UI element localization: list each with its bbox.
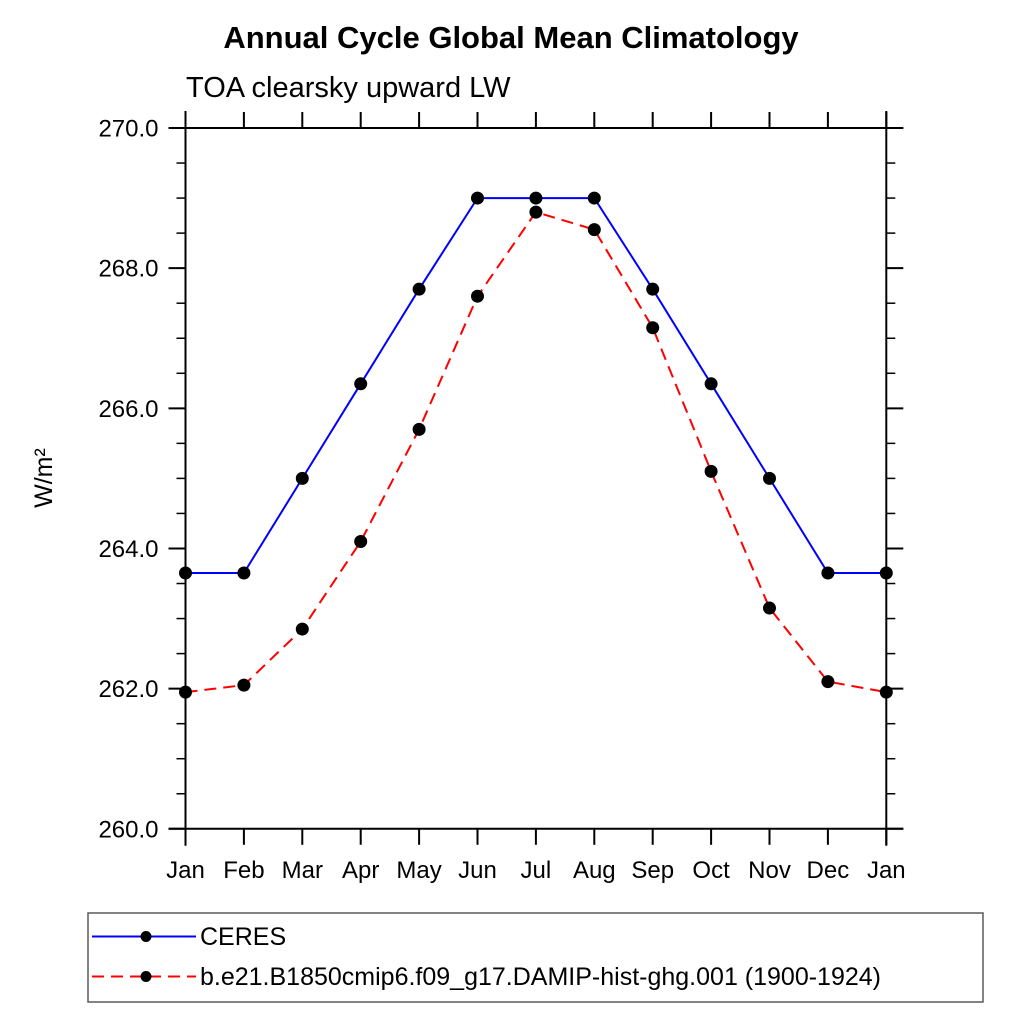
data-point-series1-Jun (471, 289, 484, 303)
data-point-series0-Jan (879, 566, 893, 580)
data-point-series0-Feb (237, 566, 251, 580)
x-tick-label: Sep (631, 857, 674, 884)
data-point-series1-Jan (879, 685, 893, 699)
data-point-series0-Jun (471, 191, 484, 205)
x-tick-label: Dec (807, 857, 850, 884)
x-tick-label: Apr (342, 857, 379, 884)
data-point-series0-Apr (354, 377, 368, 391)
data-point-series1-Feb (237, 678, 251, 692)
x-tick-label: Nov (748, 857, 791, 884)
legend-box (87, 912, 984, 1003)
data-point-series1-Apr (354, 534, 368, 548)
y-tick-label: 262.0 (98, 676, 158, 703)
legend-marker-model (140, 971, 152, 982)
y-tick-label: 270.0 (98, 116, 158, 143)
chart-subtitle: TOA clearsky upward LW (186, 72, 511, 104)
legend: CERES b.e21.B1850cmip6.f09_g17.DAMIP-his… (87, 912, 984, 1003)
data-point-series1-Sep (646, 321, 660, 335)
y-tick-label: 268.0 (98, 256, 158, 283)
data-point-series1-Nov (763, 601, 776, 615)
x-tick-label: May (396, 857, 441, 884)
data-point-series1-Mar (295, 622, 309, 636)
data-point-series0-Oct (704, 377, 718, 391)
x-tick-label: Jul (521, 857, 552, 884)
data-point-series0-Mar (295, 471, 309, 485)
x-tick-label: Jan (867, 857, 906, 884)
data-point-series0-Jan (179, 566, 192, 580)
series-line-1 (185, 210, 887, 694)
data-point-series1-Aug (587, 223, 601, 237)
data-point-series0-Dec (821, 566, 835, 580)
y-tick-label: 266.0 (98, 396, 158, 423)
x-tick-label: Feb (223, 857, 264, 884)
y-axis-label: W/m² (30, 448, 58, 508)
y-tick-label: 260.0 (98, 816, 158, 843)
y-tick-label: 264.0 (98, 536, 158, 563)
series-layer (179, 191, 893, 699)
data-point-series0-Nov (763, 471, 776, 485)
data-point-series1-Jan (179, 685, 192, 699)
series-line-0 (185, 197, 887, 575)
data-point-series0-May (412, 282, 426, 296)
x-tick-label: Oct (692, 857, 730, 884)
data-point-series0-Sep (646, 282, 660, 296)
chart-title: Annual Cycle Global Mean Climatology (223, 20, 799, 55)
x-tick-label: Mar (282, 857, 323, 884)
x-tick-label: Jun (458, 857, 497, 884)
data-point-series1-May (412, 422, 426, 436)
legend-label-model: b.e21.B1850cmip6.f09_g17.DAMIP-hist-ghg.… (200, 963, 881, 991)
data-point-series1-Jul (529, 205, 543, 219)
legend-label-ceres: CERES (200, 923, 286, 951)
data-point-series0-Aug (587, 191, 601, 205)
x-tick-label: Jan (166, 857, 205, 884)
data-point-series1-Dec (821, 675, 835, 689)
data-point-series0-Jul (529, 191, 543, 205)
axes: Jan Feb Mar Apr May Jun Jul Aug Sep Oct Nov Dec Jan 2… (98, 111, 906, 884)
legend-marker-ceres (140, 931, 152, 942)
x-tick-label: Aug (573, 857, 616, 884)
data-point-series1-Oct (704, 464, 718, 478)
